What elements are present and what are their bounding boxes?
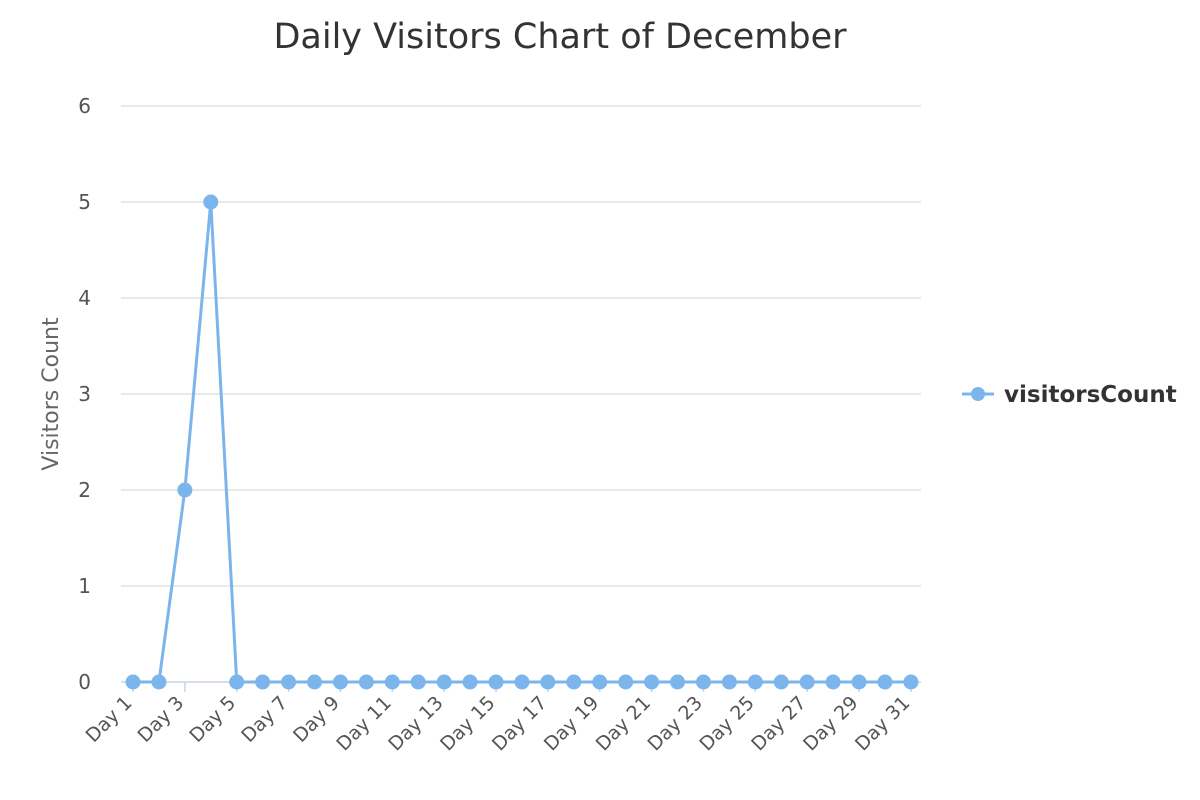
x-tick-label: Day 7 xyxy=(237,692,292,747)
data-point[interactable] xyxy=(566,674,582,690)
x-tick-label: Day 25 xyxy=(695,692,758,755)
x-tick-label: Day 27 xyxy=(747,692,810,755)
y-tick-label: 3 xyxy=(78,382,91,406)
data-point[interactable] xyxy=(695,674,711,690)
data-point[interactable] xyxy=(903,674,919,690)
x-tick-label: Day 23 xyxy=(644,692,707,755)
y-axis-title: Visitors Count xyxy=(39,317,64,471)
legend-label[interactable]: visitorsCount xyxy=(1004,382,1177,408)
data-point[interactable] xyxy=(514,674,530,690)
data-point[interactable] xyxy=(773,674,789,690)
x-tick-label: Day 17 xyxy=(488,692,551,755)
y-tick-label: 6 xyxy=(78,94,91,118)
y-tick-label: 4 xyxy=(78,286,91,310)
x-tick-label: Day 31 xyxy=(851,692,914,755)
y-axis-ticks: 0 1 2 3 4 5 6 xyxy=(78,94,91,694)
x-tick-label: Day 19 xyxy=(540,692,603,755)
data-point[interactable] xyxy=(825,674,841,690)
data-point[interactable] xyxy=(644,674,660,690)
data-point[interactable] xyxy=(721,674,737,690)
series-line xyxy=(133,200,911,684)
data-point[interactable] xyxy=(670,674,686,690)
data-point[interactable] xyxy=(255,674,271,690)
data-point[interactable] xyxy=(151,674,167,690)
data-point[interactable] xyxy=(851,674,867,690)
data-point[interactable] xyxy=(229,674,245,690)
x-tick-label: Day 29 xyxy=(799,692,862,755)
gridlines xyxy=(121,105,921,587)
y-tick-label: 1 xyxy=(78,574,91,598)
chart-title: Daily Visitors Chart of December xyxy=(273,17,847,57)
data-point[interactable] xyxy=(488,674,504,690)
x-tick-label: Day 21 xyxy=(592,692,655,755)
data-point[interactable] xyxy=(436,674,452,690)
x-tick-label: Day 5 xyxy=(185,692,240,747)
data-point[interactable] xyxy=(877,674,893,690)
y-tick-label: 2 xyxy=(78,478,91,502)
x-tick-label: Day 15 xyxy=(436,692,499,755)
x-tick-label: Day 3 xyxy=(133,692,188,747)
data-point[interactable] xyxy=(462,674,478,690)
data-point[interactable] xyxy=(618,674,634,690)
x-tick-label: Day 1 xyxy=(82,692,137,747)
data-point[interactable] xyxy=(540,674,556,690)
data-point[interactable] xyxy=(177,482,193,498)
y-tick-label: 0 xyxy=(78,670,91,694)
data-point[interactable] xyxy=(203,194,219,210)
legend[interactable]: visitorsCount xyxy=(962,382,1177,408)
x-tick-label: Day 11 xyxy=(332,692,395,755)
x-tick-label: Day 13 xyxy=(384,692,447,755)
data-point[interactable] xyxy=(747,674,763,690)
y-tick-label: 5 xyxy=(78,190,91,214)
data-point[interactable] xyxy=(384,674,400,690)
data-point[interactable] xyxy=(332,674,348,690)
legend-dot-marker xyxy=(971,387,985,401)
data-point[interactable] xyxy=(281,674,297,690)
data-point[interactable] xyxy=(307,674,323,690)
data-point[interactable] xyxy=(125,674,141,690)
data-point[interactable] xyxy=(592,674,608,690)
data-point[interactable] xyxy=(410,674,426,690)
series-visitors-count[interactable] xyxy=(125,194,919,690)
data-point[interactable] xyxy=(799,674,815,690)
data-point[interactable] xyxy=(358,674,374,690)
